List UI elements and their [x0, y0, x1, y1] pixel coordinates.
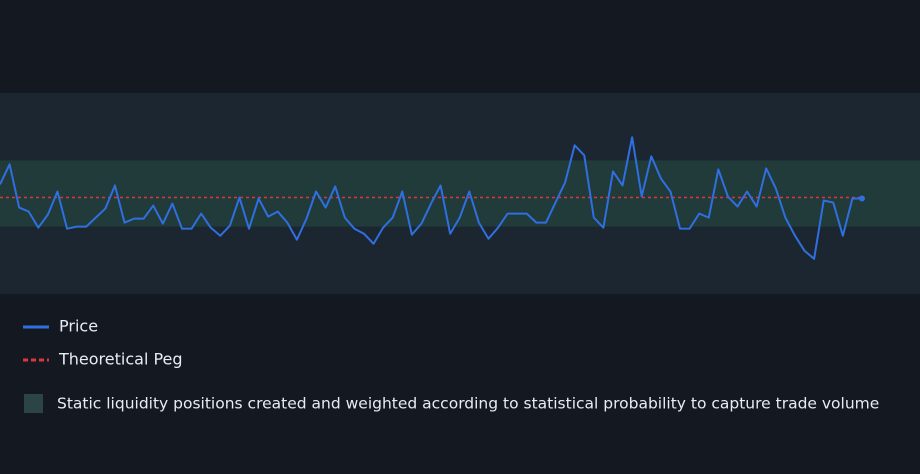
plot-area: [0, 93, 920, 294]
legend-label: Static liquidity positions created and w…: [57, 395, 879, 413]
legend-swatch: [24, 394, 43, 413]
legend: Price Theoretical Peg Static liquidity pos…: [23, 317, 879, 413]
legend-label: Theoretical Peg: [58, 350, 183, 369]
last-point: [859, 195, 865, 202]
legend-label: Price: [59, 317, 98, 336]
price-line: [0, 136, 862, 260]
